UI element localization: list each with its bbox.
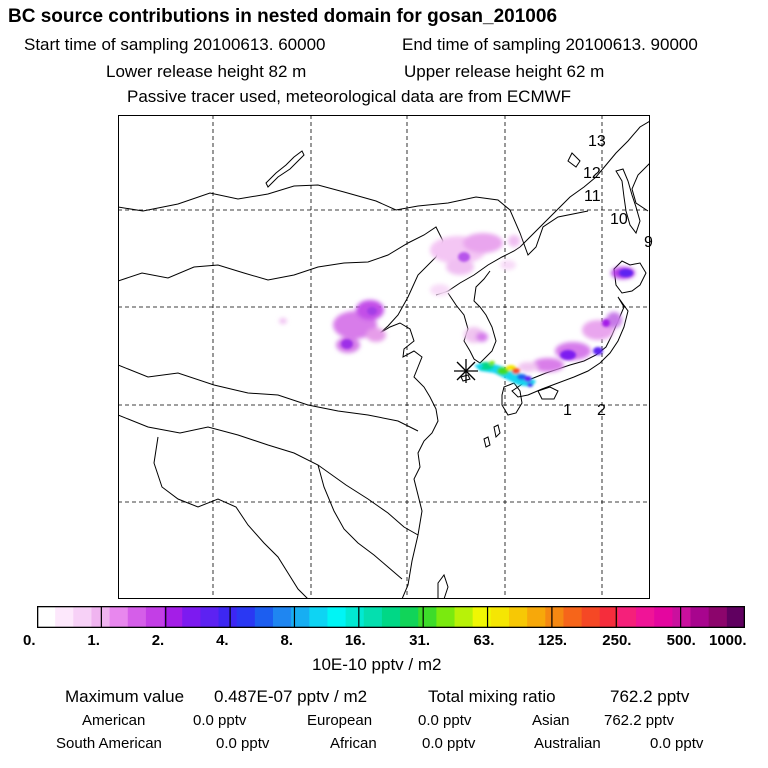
colorbar-swatch	[527, 606, 546, 628]
colorbar-swatch	[490, 606, 510, 628]
region-name: European	[307, 712, 373, 729]
colorbar-swatch	[509, 606, 528, 628]
map-panel	[118, 115, 650, 599]
colorbar-swatch	[309, 606, 329, 628]
colorbar-swatch	[182, 606, 201, 628]
colorbar-swatch	[127, 606, 147, 628]
colorbar	[37, 606, 745, 628]
colorbar-swatch	[145, 606, 165, 628]
coastlines-borders	[118, 120, 650, 599]
colorbar-swatch	[599, 606, 619, 628]
colorbar-tick-label: 1.	[87, 632, 100, 649]
region-value: 0.0 pptv	[216, 735, 270, 752]
colorbar-tick-label: 31.	[409, 632, 431, 649]
lower-release-height-label: Lower release height 82 m	[106, 62, 307, 81]
colorbar-swatch	[109, 606, 129, 628]
colorbar-swatch	[363, 606, 383, 628]
plot-title: BC source contributions in nested domain…	[8, 6, 558, 27]
region-name: Australian	[534, 735, 601, 752]
colorbar-tick-label: 500.	[666, 632, 696, 649]
region-value: 762.2 pptv	[604, 712, 675, 729]
colorbar-swatch	[345, 606, 365, 628]
colorbar-swatch	[636, 606, 655, 628]
tracer-plume	[279, 233, 635, 387]
region-value: 0.0 pptv	[418, 712, 472, 729]
colorbar-swatch	[254, 606, 274, 628]
map-marker-11: 11	[584, 188, 601, 205]
colorbar-swatch	[73, 606, 93, 628]
colorbar-swatch	[273, 606, 292, 628]
upper-release-height-label: Upper release height 62 m	[404, 62, 605, 81]
colorbar-swatch	[418, 606, 437, 628]
colorbar-swatch	[55, 606, 74, 628]
colorbar-swatch	[617, 606, 637, 628]
total-mixing-value: 762.2 pptv	[610, 687, 690, 706]
colorbar-swatch	[200, 606, 220, 628]
colorbar-swatch	[726, 606, 745, 628]
colorbar-swatch	[400, 606, 419, 628]
colorbar-swatch	[436, 606, 456, 628]
map-marker-1: 1	[563, 402, 572, 419]
colorbar-tick-label: 125.	[537, 632, 568, 649]
max-value-label: Maximum value	[65, 687, 185, 706]
colorbar-swatch	[236, 606, 256, 628]
region-value: 0.0 pptv	[193, 712, 247, 729]
region-value: 0.0 pptv	[422, 735, 476, 752]
map-marker-9: 9	[644, 234, 653, 251]
colorbar-frame	[37, 606, 745, 628]
start-time-label: Start time of sampling 20100613. 60000	[24, 35, 326, 54]
colorbar-tick-label: 4.	[216, 632, 229, 649]
colorbar-swatch	[218, 606, 238, 628]
colorbar-swatch	[164, 606, 183, 628]
region-name: African	[330, 735, 377, 752]
colorbar-swatch	[381, 606, 401, 628]
colorbar-swatch	[327, 606, 347, 628]
region-name: Asian	[532, 712, 570, 729]
colorbar-tick-label: 8.	[280, 632, 293, 649]
region-value: 0.0 pptv	[650, 735, 704, 752]
colorbar-tick-label: 0.	[23, 632, 36, 649]
colorbar-swatch	[672, 606, 692, 628]
map-marker-12: 12	[583, 165, 601, 182]
region-name: American	[82, 712, 146, 729]
tracer-note: Passive tracer used, meteorological data…	[127, 87, 572, 106]
colorbar-swatch	[708, 606, 728, 628]
map-marker-10: 10	[610, 211, 628, 228]
region-name: South American	[56, 735, 162, 752]
map-marker-2: 2	[597, 402, 606, 419]
lat-lon-grid	[118, 115, 650, 599]
end-time-label: End time of sampling 20100613. 90000	[402, 35, 698, 54]
colorbar-tick-label: 1000.	[709, 632, 747, 649]
colorbar-tick-label: 2.	[151, 632, 165, 649]
colorbar-tick-label: 16.	[344, 632, 366, 649]
colorbar-tick-label: 250.	[602, 632, 632, 649]
map-marker-13: 13	[588, 133, 606, 150]
colorbar-swatch	[581, 606, 601, 628]
max-value: 0.487E-07 pptv / m2	[214, 687, 368, 706]
colorbar-swatch	[690, 606, 710, 628]
colorbar-units: 10E-10 pptv / m2	[312, 655, 442, 674]
colorbar-swatch	[291, 606, 310, 628]
colorbar-swatch	[472, 606, 492, 628]
total-mixing-label: Total mixing ratio	[428, 687, 556, 706]
colorbar-swatch	[654, 606, 673, 628]
colorbar-swatch	[37, 606, 56, 628]
colorbar-swatch	[454, 606, 474, 628]
colorbar-swatch	[563, 606, 583, 628]
receptor-star-icon	[454, 359, 478, 383]
colorbar-tick-label: 63.	[473, 632, 495, 649]
colorbar-swatch	[545, 606, 565, 628]
